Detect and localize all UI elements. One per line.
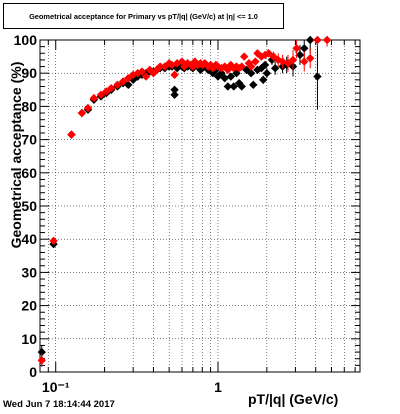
data-point-marker [259, 75, 268, 85]
data-point-marker [300, 57, 309, 66]
data-point-marker [200, 59, 210, 68]
data-point-marker [170, 90, 179, 99]
y-tick-label: 90 [21, 65, 37, 81]
data-point-marker [155, 62, 165, 71]
data-point-marker [270, 64, 280, 73]
axis-ticks [39, 39, 360, 373]
data-point-marker [170, 85, 179, 94]
series-black [37, 35, 322, 359]
data-point-marker [264, 49, 273, 58]
data-point-marker [220, 73, 229, 83]
data-point-marker [107, 83, 116, 93]
data-point-marker [246, 62, 256, 71]
data-point-marker [288, 55, 298, 65]
data-point-marker [237, 62, 246, 71]
data-point-marker [306, 35, 315, 45]
data-point-marker [237, 82, 246, 91]
y-tick-label: 100 [14, 32, 38, 48]
y-tick-label: 30 [21, 264, 37, 280]
y-axis-title: Geometrical acceptance (%) [8, 61, 24, 249]
data-point-marker [234, 78, 244, 88]
x-tick-label: 10⁻¹ [42, 379, 70, 395]
data-point-marker [260, 60, 270, 70]
data-point-marker [251, 57, 260, 66]
data-point-marker [220, 62, 229, 71]
data-point-marker [124, 80, 133, 90]
y-tick-label: 60 [21, 165, 37, 181]
data-point-marker [262, 69, 272, 78]
chart-title-box: Geometrical acceptance for Primary vs pT… [3, 3, 284, 29]
data-point-marker [137, 67, 147, 76]
data-point-marker [226, 72, 236, 81]
data-point-marker [239, 52, 249, 61]
chart-title: Geometrical acceptance for Primary vs pT… [29, 11, 258, 21]
x-tick-labels: 10⁻¹ 1 [42, 379, 222, 395]
series-red [37, 35, 332, 368]
data-point-marker [295, 50, 305, 60]
data-point-marker [300, 44, 309, 53]
y-tick-label: 70 [21, 132, 37, 148]
data-point-marker [246, 69, 256, 78]
data-point-marker [96, 90, 106, 99]
data-point-marker [313, 35, 322, 45]
y-tick-label: 50 [21, 198, 37, 214]
y-tick-label: 80 [21, 98, 37, 114]
data-point-marker [217, 69, 226, 78]
data-point-marker [67, 130, 76, 139]
data-point-marker [249, 80, 258, 90]
data-point-marker [83, 103, 93, 113]
data-point-marker [37, 356, 46, 365]
data-point-marker [322, 35, 332, 45]
data-point-marker [170, 70, 179, 80]
data-point-marker [141, 72, 151, 81]
grid-lines [39, 40, 360, 372]
data-point-marker [193, 60, 202, 70]
data-point-marker [234, 64, 244, 73]
data-point-marker [244, 59, 254, 68]
y-tick-label: 20 [21, 298, 37, 314]
data-point-marker [49, 236, 58, 246]
data-point-marker [190, 57, 200, 66]
data-point-marker [223, 82, 233, 91]
x-tick-label: 1 [214, 379, 222, 395]
data-point-marker [223, 65, 233, 75]
data-point-marker [292, 44, 301, 53]
data-point-marker [198, 60, 207, 70]
data-point-marker [37, 347, 46, 357]
timestamp: Wed Jun 7 18:14:44 2017 [3, 399, 115, 410]
data-points [37, 35, 332, 368]
data-point-marker [306, 54, 315, 63]
data-point-marker [152, 65, 162, 75]
x-axis-title: pT/|q| (GeV/c) [248, 391, 339, 407]
data-point-marker [283, 59, 293, 68]
y-tick-labels: 0 10 20 30 40 50 60 70 80 90 100 [14, 32, 38, 380]
y-tick-label: 10 [21, 331, 37, 347]
data-point-marker [257, 64, 266, 73]
data-point-marker [113, 80, 122, 90]
data-point-marker [89, 93, 99, 103]
data-point-marker [242, 65, 251, 75]
data-point-marker [313, 72, 322, 81]
y-tick-label: 40 [21, 231, 37, 247]
data-point-marker [229, 82, 238, 91]
data-point-marker [118, 77, 128, 86]
y-tick-label: 0 [29, 364, 37, 380]
data-point-marker [217, 64, 226, 73]
data-point-marker [77, 108, 87, 118]
data-point-marker [149, 69, 158, 78]
